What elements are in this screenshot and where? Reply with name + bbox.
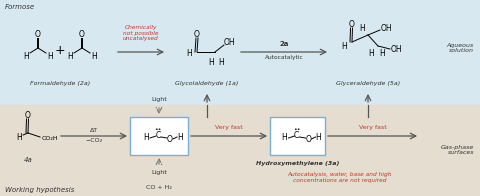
Text: H: H (359, 24, 365, 33)
Text: Autocatalytic: Autocatalytic (264, 54, 303, 60)
Text: O: O (35, 30, 41, 38)
Text: H: H (23, 52, 29, 61)
Text: O: O (306, 134, 312, 143)
Text: H: H (177, 132, 183, 142)
Text: CO₂H: CO₂H (42, 135, 58, 141)
Text: H: H (47, 52, 53, 61)
Bar (270, 117, 325, 155)
Text: C: C (294, 132, 299, 141)
Text: ••: •• (154, 128, 162, 132)
Text: O: O (79, 30, 85, 38)
Text: H: H (143, 133, 149, 142)
Text: H: H (218, 57, 224, 66)
Text: Glycolaldehyde (1a): Glycolaldehyde (1a) (175, 81, 239, 85)
Text: H: H (91, 52, 97, 61)
Text: H: H (186, 48, 192, 57)
Text: +: + (55, 44, 65, 56)
Text: C: C (156, 132, 161, 141)
Text: Hydroxymethylene (3a): Hydroxymethylene (3a) (256, 161, 339, 165)
Text: 4a: 4a (24, 157, 32, 163)
Text: OH: OH (390, 44, 402, 54)
Text: Aqueous
solution: Aqueous solution (447, 43, 474, 53)
Text: Very fast: Very fast (359, 125, 386, 131)
Text: ••: •• (293, 128, 300, 132)
Text: H: H (368, 48, 374, 57)
Text: Working hypothesis: Working hypothesis (5, 187, 74, 193)
Text: O: O (349, 19, 355, 28)
Text: Chemically
not possible
uncatalysed: Chemically not possible uncatalysed (123, 25, 159, 41)
Text: Formaldehyde (2a): Formaldehyde (2a) (30, 81, 90, 85)
Text: OH: OH (223, 37, 235, 46)
Text: H: H (282, 133, 288, 142)
Text: Light: Light (151, 97, 167, 102)
Bar (0, 0, 480, 105)
Text: H: H (16, 132, 22, 142)
Text: Light: Light (151, 170, 167, 175)
Text: H: H (316, 132, 322, 142)
Text: H: H (341, 42, 347, 51)
Text: H: H (379, 48, 385, 57)
Bar (0, 105, 480, 196)
Text: H: H (208, 57, 214, 66)
Text: H: H (67, 52, 73, 61)
Text: O: O (194, 30, 200, 38)
Text: 2a: 2a (279, 41, 288, 47)
Text: CO + H₂: CO + H₂ (146, 185, 172, 190)
Text: O: O (25, 111, 31, 120)
Text: ΔT: ΔT (90, 128, 98, 132)
Text: −CO₂: −CO₂ (85, 139, 103, 143)
Text: Autocatalysis, water, base and high
concentrations are not required: Autocatalysis, water, base and high conc… (288, 172, 392, 183)
Text: Gas-phase
surfaces: Gas-phase surfaces (441, 145, 474, 155)
Text: Glyceraldehyde (5a): Glyceraldehyde (5a) (336, 81, 400, 85)
Text: Very fast: Very fast (215, 125, 243, 131)
Text: O: O (167, 134, 173, 143)
Bar (130, 117, 188, 155)
Text: OH: OH (380, 24, 392, 33)
Text: Formose: Formose (5, 4, 35, 10)
